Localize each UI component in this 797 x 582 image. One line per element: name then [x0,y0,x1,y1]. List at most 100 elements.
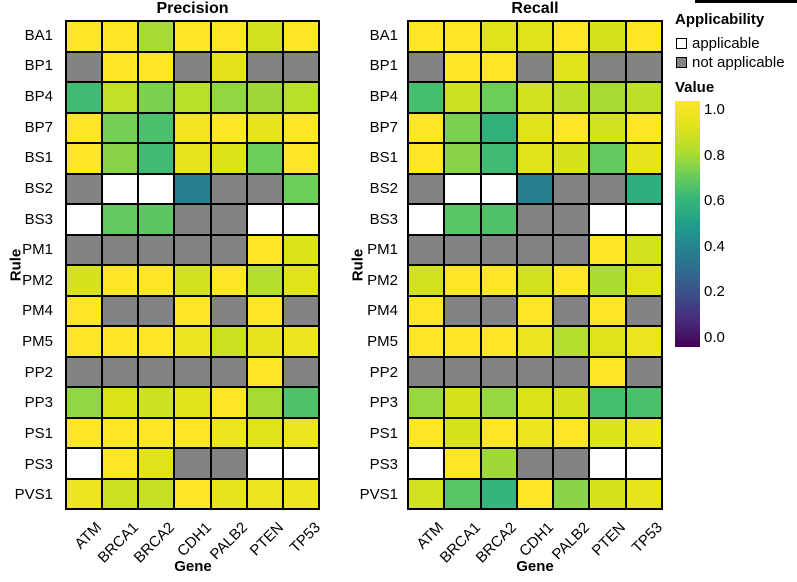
heatmap-cell [283,479,318,508]
heatmap-cell [247,22,282,51]
legend-item-label: not applicable [692,54,785,71]
heatmap-cell [283,327,318,356]
heatmap-cell [211,357,246,386]
heatmap-cell [445,266,480,295]
heatmap-cell [103,296,138,325]
heatmap-cell [175,205,210,234]
legend-item-label: applicable [692,35,760,52]
heatmap-cell [211,113,246,142]
y-tick-label: PVS1 [359,486,398,504]
heatmap-cell [211,327,246,356]
heatmap-cell [445,357,480,386]
y-tick-label: PM4 [367,302,398,320]
heatmap-cell [247,235,282,264]
heatmap-cell [626,174,661,203]
heatmap-cell [626,327,661,356]
y-tick-label: BP4 [24,88,53,106]
heatmap-cell [103,174,138,203]
heatmap-cell [481,296,516,325]
colorbar-tick-label: 0.6 [704,192,725,210]
heatmap-cell [175,52,210,81]
heatmap-cell [626,22,661,51]
heatmap-cell [175,113,210,142]
precision-ylabel: Rule [7,248,25,282]
heatmap-cell [409,449,444,478]
heatmap-cell [103,113,138,142]
heatmap-cell [445,205,480,234]
heatmap-cell [590,113,625,142]
colorbar-tick-label: 0.0 [704,329,725,346]
heatmap-cell [409,52,444,81]
heatmap-cell [554,449,589,478]
y-tick-label: BS1 [24,149,53,167]
heatmap-cell [103,235,138,264]
heatmap-cell [175,327,210,356]
recall-grid [407,20,663,510]
heatmap-cell [590,22,625,51]
heatmap-cell [481,52,516,81]
heatmap-cell [175,144,210,173]
heatmap-cell [67,144,102,173]
legend-item-applicable: applicable [676,35,760,52]
heatmap-cell [445,52,480,81]
heatmap-cell [409,388,444,417]
heatmap-cell [247,357,282,386]
heatmap-cell [67,296,102,325]
heatmap-cell [481,418,516,447]
y-tick-label: PVS1 [14,486,53,504]
heatmap-cell [481,327,516,356]
heatmap-cell [626,357,661,386]
heatmap-cell [517,22,553,51]
heatmap-cell [626,235,661,264]
y-tick-label: BS3 [369,210,398,228]
heatmap-cell [139,144,174,173]
heatmap-cell [554,418,589,447]
heatmap-cell [211,388,246,417]
heatmap-cell [517,357,553,386]
heatmap-cell [409,83,444,112]
heatmap-cell [481,174,516,203]
precision-title: Precision [156,0,229,17]
heatmap-cell [517,266,553,295]
y-tick-label: BP1 [24,57,53,75]
heatmap-cell [554,388,589,417]
heatmap-cell [175,418,210,447]
colorbar-tick-label: 0.4 [704,237,725,255]
heatmap-cell [590,327,625,356]
heatmap-cell [590,144,625,173]
heatmap-cell [139,327,174,356]
heatmap-cell [67,449,102,478]
heatmap-cell [247,388,282,417]
heatmap-cell [409,479,444,508]
heatmap-cell [175,174,210,203]
heatmap-cell [409,418,444,447]
heatmap-cell [517,388,553,417]
heatmap-cell [103,52,138,81]
legend-item-not-applicable: not applicable [676,54,785,71]
precision-grid [65,20,320,510]
y-tick-label: PM4 [22,302,53,320]
precision-xlabel: Gene [174,558,212,575]
heatmap-cell [103,266,138,295]
heatmap-cell [67,235,102,264]
heatmap-cell [139,449,174,478]
heatmap-cell [283,52,318,81]
heatmap-cell [445,235,480,264]
heatmap-cell [211,144,246,173]
precision-row-labels: BA1 BP1 BP4 BP7 BS1 BS2 BS3 PM1 PM2 PM4 PM5 PP2 PP3 P… [0,20,58,510]
colorbar-ticks: 1.0 0.8 0.6 0.4 0.2 0.0 [704,101,744,347]
heatmap-cell [517,449,553,478]
heatmap-cell [517,296,553,325]
heatmap-cell [626,296,661,325]
heatmap-cell [590,388,625,417]
heatmap-cell [67,83,102,112]
heatmap-cell [409,22,444,51]
heatmap-cell [626,144,661,173]
heatmap-cell [139,479,174,508]
heatmap-cell [139,52,174,81]
heatmap-cell [211,174,246,203]
y-tick-label: BS1 [369,149,398,167]
heatmap-cell [590,205,625,234]
heatmap-cell [445,327,480,356]
heatmap-cell [67,327,102,356]
